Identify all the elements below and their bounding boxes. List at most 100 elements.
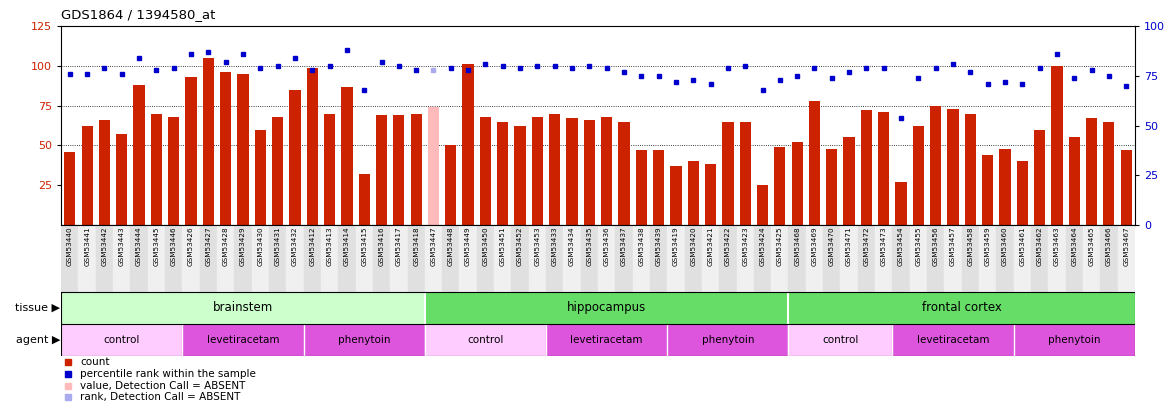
Text: GSM53423: GSM53423 bbox=[742, 227, 748, 266]
Bar bbox=[462, 64, 474, 225]
Bar bbox=[408, 225, 425, 292]
Bar bbox=[913, 126, 924, 225]
Bar bbox=[1069, 137, 1080, 225]
Bar bbox=[653, 150, 664, 225]
Bar bbox=[323, 114, 335, 225]
Bar bbox=[704, 164, 716, 225]
Bar bbox=[597, 225, 615, 292]
Bar bbox=[390, 225, 408, 292]
Bar bbox=[376, 115, 387, 225]
Bar bbox=[875, 225, 893, 292]
Text: frontal cortex: frontal cortex bbox=[922, 301, 1002, 314]
Bar bbox=[95, 225, 113, 292]
Bar bbox=[827, 149, 837, 225]
Bar bbox=[857, 225, 875, 292]
Bar bbox=[151, 114, 162, 225]
Bar bbox=[220, 72, 232, 225]
Text: GSM53458: GSM53458 bbox=[968, 227, 974, 266]
Text: control: control bbox=[103, 335, 140, 345]
Bar bbox=[841, 225, 857, 292]
Text: GSM53457: GSM53457 bbox=[950, 227, 956, 266]
Bar bbox=[1034, 130, 1045, 225]
Bar bbox=[341, 87, 353, 225]
Bar bbox=[720, 225, 736, 292]
Bar bbox=[788, 225, 806, 292]
Bar bbox=[182, 324, 303, 356]
Text: GSM53442: GSM53442 bbox=[101, 227, 107, 266]
Bar bbox=[927, 225, 944, 292]
Text: GSM53461: GSM53461 bbox=[1020, 227, 1025, 266]
Bar bbox=[286, 225, 303, 292]
Text: GSM53417: GSM53417 bbox=[396, 227, 402, 266]
Bar bbox=[1121, 150, 1131, 225]
Bar bbox=[61, 324, 182, 356]
Bar bbox=[1014, 324, 1135, 356]
Bar bbox=[1083, 225, 1101, 292]
Text: GSM53425: GSM53425 bbox=[777, 227, 783, 266]
Text: GSM53421: GSM53421 bbox=[708, 227, 714, 266]
Bar bbox=[1051, 66, 1063, 225]
Bar bbox=[218, 225, 234, 292]
Bar bbox=[930, 106, 941, 225]
Text: GSM53431: GSM53431 bbox=[275, 227, 281, 266]
Bar bbox=[186, 77, 196, 225]
Text: GSM53472: GSM53472 bbox=[863, 227, 869, 266]
Bar bbox=[255, 130, 266, 225]
Bar bbox=[512, 225, 529, 292]
Bar bbox=[688, 161, 699, 225]
Bar bbox=[460, 225, 476, 292]
Bar bbox=[307, 68, 318, 225]
Text: GSM53447: GSM53447 bbox=[430, 227, 436, 266]
Bar bbox=[65, 152, 75, 225]
Bar bbox=[425, 324, 546, 356]
Bar bbox=[425, 225, 442, 292]
Text: phenytoin: phenytoin bbox=[1048, 335, 1101, 345]
Text: GSM53456: GSM53456 bbox=[933, 227, 938, 266]
Text: GSM53443: GSM53443 bbox=[119, 227, 125, 266]
Text: GSM53441: GSM53441 bbox=[85, 227, 91, 266]
Text: GSM53435: GSM53435 bbox=[587, 227, 593, 266]
Text: GSM53438: GSM53438 bbox=[639, 227, 644, 266]
Bar bbox=[1103, 122, 1115, 225]
Bar bbox=[202, 58, 214, 225]
Bar bbox=[944, 225, 962, 292]
Text: phenytoin: phenytoin bbox=[338, 335, 390, 345]
Text: GSM53419: GSM53419 bbox=[673, 227, 679, 266]
Text: levetiracetam: levetiracetam bbox=[917, 335, 989, 345]
Bar bbox=[996, 225, 1014, 292]
Text: GSM53446: GSM53446 bbox=[171, 227, 176, 266]
Text: GSM53460: GSM53460 bbox=[1002, 227, 1008, 266]
Text: GSM53463: GSM53463 bbox=[1054, 227, 1060, 266]
Bar bbox=[895, 182, 907, 225]
Text: GSM53439: GSM53439 bbox=[655, 227, 662, 266]
Bar bbox=[61, 292, 425, 324]
Bar bbox=[476, 225, 494, 292]
Bar bbox=[843, 137, 855, 225]
Text: GSM53413: GSM53413 bbox=[327, 227, 333, 266]
Bar bbox=[1101, 225, 1117, 292]
Bar bbox=[446, 145, 456, 225]
Bar bbox=[948, 109, 958, 225]
Text: GSM53464: GSM53464 bbox=[1071, 227, 1077, 266]
Text: GSM53467: GSM53467 bbox=[1123, 227, 1129, 266]
Bar bbox=[1065, 225, 1083, 292]
Text: GSM53450: GSM53450 bbox=[482, 227, 488, 266]
Text: GSM53466: GSM53466 bbox=[1105, 227, 1111, 266]
Text: GSM53436: GSM53436 bbox=[603, 227, 609, 266]
Bar bbox=[269, 225, 286, 292]
Bar bbox=[771, 225, 788, 292]
Bar bbox=[774, 147, 786, 225]
Bar bbox=[529, 225, 546, 292]
Text: GSM53459: GSM53459 bbox=[984, 227, 990, 266]
Bar bbox=[1000, 149, 1010, 225]
Bar bbox=[670, 166, 682, 225]
Text: control: control bbox=[822, 335, 858, 345]
Text: GSM53427: GSM53427 bbox=[206, 227, 212, 266]
Text: GSM53420: GSM53420 bbox=[690, 227, 696, 266]
Bar bbox=[200, 225, 218, 292]
Text: GSM53429: GSM53429 bbox=[240, 227, 246, 266]
Text: value, Detection Call = ABSENT: value, Detection Call = ABSENT bbox=[80, 381, 246, 390]
Text: GSM53426: GSM53426 bbox=[188, 227, 194, 266]
Bar bbox=[964, 114, 976, 225]
Bar bbox=[910, 225, 927, 292]
